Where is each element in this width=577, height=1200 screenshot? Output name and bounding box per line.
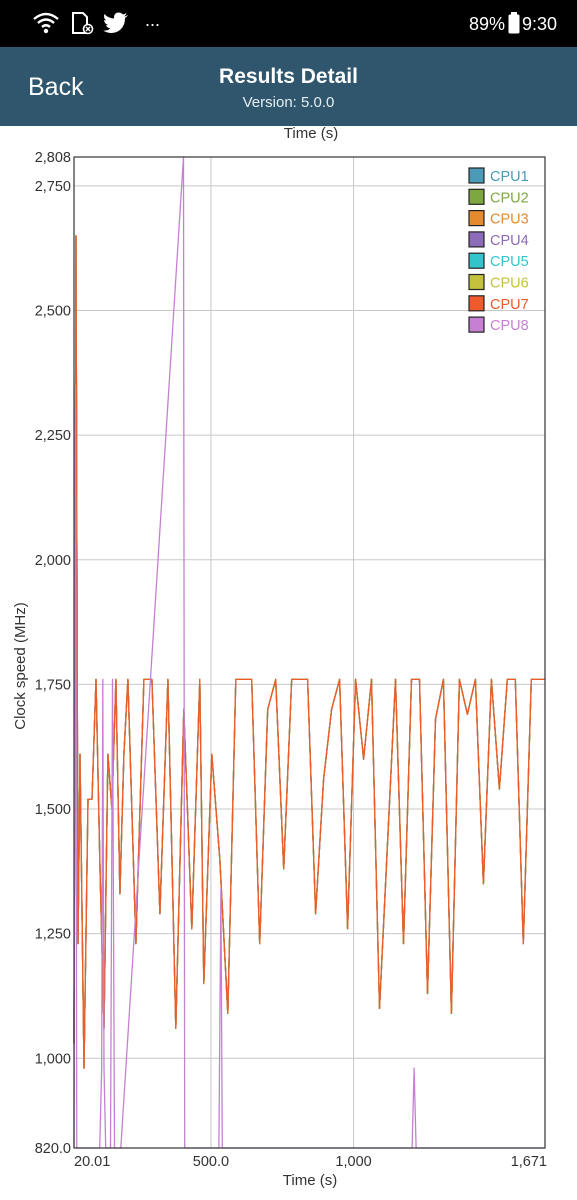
- series-line-cpu1: [73, 235, 545, 1069]
- y-tick-label: 2,808: [35, 150, 71, 166]
- legend-label-cpu2: CPU2: [490, 190, 529, 206]
- version-label: Version: 5.0.0: [242, 94, 335, 111]
- clock-speed-chart: Time (s) 820.0 1,000 1,250 1,500 1,750 2,000 2…: [0, 126, 577, 1200]
- y-tick-label: 1,750: [35, 677, 71, 693]
- series-line-cpu2: [73, 235, 545, 1069]
- x-tick-label: 20.01: [74, 1154, 110, 1170]
- twitter-icon: [103, 12, 128, 33]
- legend-swatch-cpu2: [468, 188, 485, 205]
- battery-percent: 89%: [469, 14, 506, 34]
- legend-label-cpu7: CPU7: [490, 297, 529, 313]
- chart-legend: CPU1 CPU2 CPU3 CPU4 CPU5 CPU6 CPU7 CPU8: [468, 167, 529, 334]
- series-line-cpu4: [73, 235, 545, 1069]
- y-tick-label: 1,000: [35, 1051, 71, 1067]
- sd-card-icon: [72, 12, 94, 35]
- legend-label-cpu8: CPU8: [490, 318, 529, 334]
- y-tick-label: 1,500: [35, 802, 71, 818]
- status-bar: ... 89% 9:30: [0, 0, 577, 47]
- more-notifications-indicator: ...: [145, 10, 161, 30]
- y-tick-label: 820.0: [35, 1141, 71, 1157]
- x-axis-label: Time (s): [283, 1172, 337, 1189]
- legend-swatch-cpu1: [468, 167, 485, 184]
- legend-swatch-cpu4: [468, 231, 485, 248]
- y-tick-label: 2,250: [35, 428, 71, 444]
- legend-label-cpu1: CPU1: [490, 169, 529, 185]
- back-button[interactable]: Back: [28, 73, 84, 101]
- y-tick-label: 1,250: [35, 927, 71, 943]
- page-title: Results Detail: [219, 65, 358, 88]
- series-line-cpu5: [73, 235, 545, 1069]
- chart-svg: Time (s) 820.0 1,000 1,250 1,500 1,750 2,000 2…: [12, 126, 547, 1189]
- y-tick-label: 2,500: [35, 304, 71, 320]
- legend-label-cpu5: CPU5: [490, 254, 529, 270]
- y-tick-label: 2,750: [35, 179, 71, 195]
- legend-swatch-cpu7: [468, 295, 485, 312]
- battery-icon: [508, 12, 520, 34]
- series-line-cpu3: [73, 235, 545, 1069]
- series-line-cpu7: [73, 235, 545, 1069]
- wifi-icon: [33, 12, 59, 34]
- legend-label-cpu4: CPU4: [490, 233, 529, 249]
- legend-label-cpu6: CPU6: [490, 276, 529, 292]
- chart-top-label: Time (s): [284, 126, 338, 142]
- app-bar: Results Detail Version: 5.0.0 Back: [0, 47, 577, 126]
- x-tick-label: 1,000: [335, 1154, 371, 1170]
- x-tick-labels: 20.01 500.0 1,000 1,671: [74, 1154, 547, 1170]
- y-axis-label: Clock speed (MHz): [12, 602, 29, 730]
- legend-label-cpu3: CPU3: [490, 212, 529, 228]
- x-tick-label: 500.0: [193, 1154, 229, 1170]
- legend-swatch-cpu6: [468, 273, 485, 291]
- clock-time: 9:30: [522, 14, 558, 34]
- x-tick-label: 1,671: [511, 1154, 547, 1170]
- y-tick-labels: 820.0 1,000 1,250 1,500 1,750 2,000 2,250 2,500…: [35, 150, 71, 1157]
- y-tick-label: 2,000: [35, 553, 71, 569]
- legend-swatch-cpu8: [468, 316, 485, 333]
- legend-swatch-cpu3: [468, 209, 485, 227]
- plot-frame: [73, 156, 546, 1149]
- series-line-cpu6: [73, 235, 545, 1069]
- legend-swatch-cpu5: [468, 252, 485, 269]
